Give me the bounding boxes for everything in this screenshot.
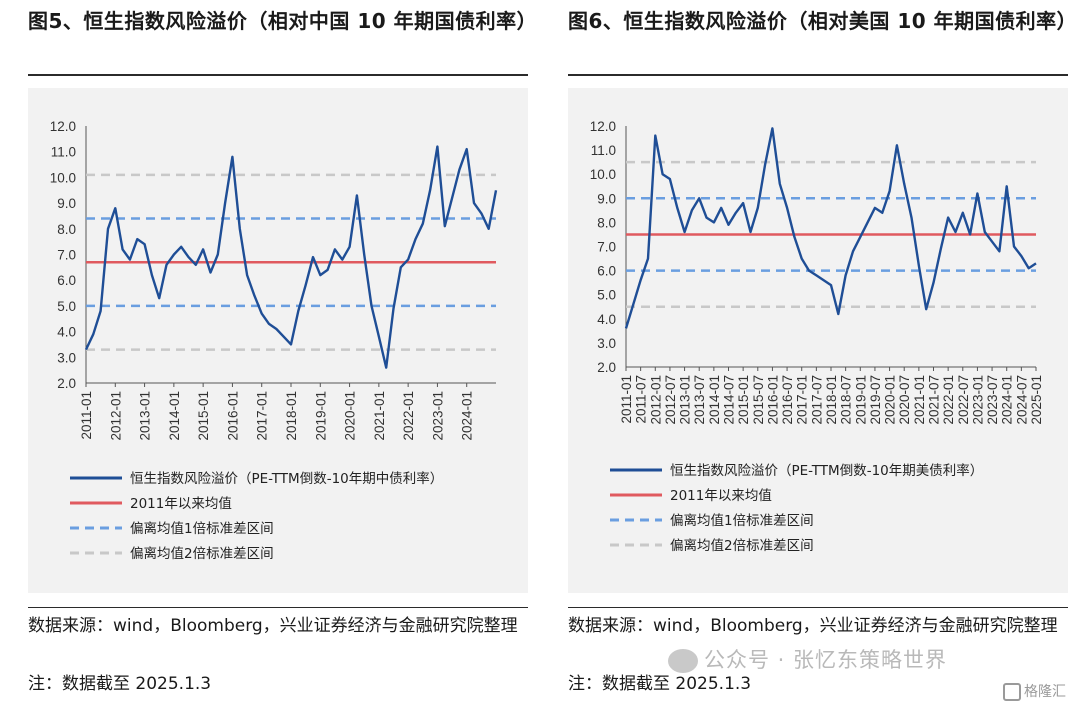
x-tick-label: 2022-01 xyxy=(941,375,956,425)
legend-label: 2011年以来均值 xyxy=(130,496,232,512)
legend-label: 偏离均值2倍标准差区间 xyxy=(670,537,814,554)
x-tick-label: 2024-01 xyxy=(460,391,475,441)
x-tick-label: 2012-01 xyxy=(648,375,663,425)
x-tick-label: 2016-07 xyxy=(780,375,795,425)
x-tick-label: 2014-01 xyxy=(167,391,182,441)
x-tick-label: 2018-07 xyxy=(839,375,854,425)
watermark-text: 公众号 · 张忆东策略世界 xyxy=(704,648,948,672)
x-tick-label: 2021-07 xyxy=(927,375,942,425)
x-tick-label: 2021-01 xyxy=(372,391,387,441)
legend-label: 偏离均值1倍标准差区间 xyxy=(130,520,274,537)
x-tick-label: 2024-01 xyxy=(1000,375,1015,425)
y-tick-label: 10.0 xyxy=(50,170,76,185)
x-tick-label: 2011-07 xyxy=(634,375,649,424)
figure-title: 图6、恒生指数风险溢价（相对美国 10 年期国债利率） xyxy=(568,9,1078,33)
x-tick-label: 2018-01 xyxy=(824,375,839,425)
y-tick-label: 12.0 xyxy=(50,119,76,134)
x-tick-label: 2023-07 xyxy=(985,375,1000,425)
x-tick-label: 2017-01 xyxy=(255,391,270,441)
y-tick-label: 4.0 xyxy=(597,312,616,327)
y-tick-label: 11.0 xyxy=(51,145,76,160)
chart-us-risk-premium: 12.011.010.09.08.07.06.05.04.03.02.02011… xyxy=(590,119,1044,554)
y-tick-label: 5.0 xyxy=(597,288,616,303)
y-tick-label: 10.0 xyxy=(590,167,616,182)
series-line xyxy=(624,127,1037,329)
series-line xyxy=(84,145,498,369)
wechat-icon xyxy=(668,649,698,673)
y-tick-label: 12.0 xyxy=(590,119,616,134)
title-rule xyxy=(568,74,1068,76)
logo-icon xyxy=(1003,683,1021,701)
x-tick-label: 2015-01 xyxy=(736,375,751,425)
corner-logo-text: 格隆汇 xyxy=(1024,684,1066,700)
y-tick-label: 5.0 xyxy=(57,299,76,314)
x-tick-label: 2020-01 xyxy=(883,375,898,425)
figure-6: 图6、恒生指数风险溢价（相对美国 10 年期国债利率） 12.0 11.0 10.0… xyxy=(568,0,1078,705)
source-text: 数据来源：wind，Bloomberg，兴业证券经济与金融研究院整理 xyxy=(28,616,518,636)
chart-cn-risk-premium: 12.011.010.09.08.07.06.05.04.03.02.02011… xyxy=(50,119,498,562)
x-tick-label: 2014-01 xyxy=(707,375,722,425)
source-rule xyxy=(568,607,1068,608)
x-tick-label: 2020-01 xyxy=(343,391,358,441)
x-tick-label: 2020-07 xyxy=(897,375,912,425)
y-tick-label: 8.0 xyxy=(57,222,76,237)
y-tick-label: 4.0 xyxy=(57,325,76,340)
source-rule xyxy=(28,607,528,608)
x-tick-label: 2021-01 xyxy=(912,375,927,425)
x-tick-label: 2019-01 xyxy=(313,391,328,441)
x-tick-label: 2017-01 xyxy=(795,375,810,425)
x-tick-label: 2022-01 xyxy=(401,391,416,441)
x-tick-label: 2024-07 xyxy=(1014,375,1029,425)
y-tick-label: 2.0 xyxy=(597,360,616,375)
x-tick-label: 2016-01 xyxy=(765,375,780,425)
y-tick-label: 7.0 xyxy=(597,240,616,255)
source-text: 数据来源：wind，Bloomberg，兴业证券经济与金融研究院整理 xyxy=(568,616,1058,636)
x-tick-label: 2023-01 xyxy=(970,375,985,425)
x-tick-label: 2011-01 xyxy=(619,375,634,424)
title-rule xyxy=(28,74,528,76)
x-tick-label: 2011-01 xyxy=(79,391,94,440)
corner-logo: 格隆汇 xyxy=(1003,681,1066,701)
note-text: 注：数据截至 2025.1.3 xyxy=(568,674,752,694)
x-tick-label: 2014-07 xyxy=(722,375,737,425)
y-tick-label: 6.0 xyxy=(57,273,76,288)
x-tick-label: 2013-07 xyxy=(692,375,707,425)
y-tick-label: 6.0 xyxy=(597,264,616,279)
x-tick-label: 2013-01 xyxy=(678,375,693,425)
x-tick-label: 2019-01 xyxy=(853,375,868,425)
y-tick-label: 8.0 xyxy=(597,215,616,230)
y-tick-label: 9.0 xyxy=(57,196,76,211)
y-tick-label: 3.0 xyxy=(57,350,76,365)
x-tick-label: 2025-01 xyxy=(1029,375,1044,425)
legend-label: 偏离均值2倍标准差区间 xyxy=(130,545,274,562)
y-tick-label: 7.0 xyxy=(57,248,76,263)
y-tick-label: 2.0 xyxy=(57,376,76,391)
x-tick-label: 2018-01 xyxy=(284,391,299,441)
x-tick-label: 2022-07 xyxy=(956,375,971,425)
x-tick-label: 2017-07 xyxy=(809,375,824,425)
y-tick-label: 3.0 xyxy=(597,336,616,351)
y-tick-label: 9.0 xyxy=(597,191,616,206)
x-tick-label: 2012-07 xyxy=(663,375,678,425)
x-tick-label: 2016-01 xyxy=(225,391,240,441)
x-tick-label: 2015-07 xyxy=(751,375,766,425)
legend-label: 偏离均值1倍标准差区间 xyxy=(670,512,814,529)
legend-label: 恒生指数风险溢价（PE-TTM倒数-10年期中债利率） xyxy=(130,470,443,487)
chart-background xyxy=(28,88,528,593)
legend-label: 恒生指数风险溢价（PE-TTM倒数-10年期美债利率） xyxy=(670,462,983,479)
x-tick-label: 2019-07 xyxy=(868,375,883,425)
x-tick-label: 2012-01 xyxy=(108,391,123,441)
x-tick-label: 2023-01 xyxy=(430,391,445,441)
x-tick-label: 2013-01 xyxy=(138,391,153,441)
x-tick-label: 2015-01 xyxy=(196,391,211,441)
figure-5: 图5、恒生指数风险溢价（相对中国 10 年期国债利率） 12.0 11.0 10.0… xyxy=(28,0,538,705)
figure-title: 图5、恒生指数风险溢价（相对中国 10 年期国债利率） xyxy=(28,9,538,33)
note-text: 注：数据截至 2025.1.3 xyxy=(28,674,212,694)
legend-label: 2011年以来均值 xyxy=(670,488,772,504)
y-tick-label: 11.0 xyxy=(591,143,616,158)
chart-background xyxy=(568,88,1068,593)
watermark: 公众号 · 张忆东策略世界 xyxy=(668,644,947,674)
